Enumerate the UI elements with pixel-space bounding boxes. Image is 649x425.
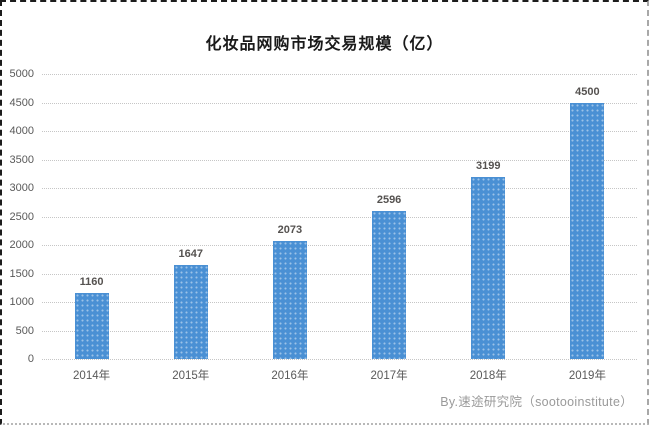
bar-value-label: 1160	[79, 275, 104, 288]
y-tick-label: 1000	[9, 296, 34, 308]
y-tick-label: 4000	[9, 125, 34, 137]
gridline	[42, 216, 637, 218]
gridline	[42, 273, 637, 275]
gridline	[42, 330, 637, 332]
bar-value-label: 2073	[277, 223, 303, 236]
credit-text: By.速途研究院（sootooinstitute）	[440, 395, 633, 409]
x-tick-label: 2017年	[370, 370, 408, 382]
x-tick-label: 2019年	[568, 370, 606, 382]
bar	[570, 102, 605, 359]
y-tick-label: 5000	[9, 68, 34, 80]
bar	[372, 211, 407, 359]
bar	[272, 240, 307, 359]
y-tick-label: 500	[15, 324, 34, 337]
y-tick-label: 1500	[9, 267, 34, 280]
gridline	[42, 188, 637, 189]
y-tick-label: 3000	[9, 182, 34, 194]
x-tick-label: 2016年	[271, 370, 309, 382]
x-tick-label: 2018年	[469, 370, 507, 382]
gridline	[42, 74, 637, 75]
gridline	[42, 131, 637, 132]
gridline	[42, 302, 637, 303]
chart-title: 化妆品网购市场交易规模（亿）	[205, 34, 444, 53]
x-tick-label: 2015年	[172, 370, 210, 382]
gridline	[42, 102, 637, 104]
y-tick-label: 4500	[9, 96, 34, 109]
bar	[471, 176, 506, 359]
gridline	[42, 245, 637, 246]
y-tick-label: 3500	[9, 153, 34, 166]
bar-value-label: 1647	[178, 248, 203, 261]
bar-value-label: 4500	[575, 85, 600, 98]
bar-value-label: 2596	[376, 194, 402, 207]
plot-area: 1160 1647 2073 2596 3199 4500	[42, 74, 637, 360]
gridline	[42, 359, 637, 360]
gridline	[42, 159, 637, 161]
bar-value-label: 3199	[476, 159, 501, 172]
bar	[74, 292, 109, 359]
y-tick-label: 2500	[9, 210, 34, 223]
x-tick-label: 2014年	[73, 370, 111, 382]
y-tick-label: 2000	[9, 239, 34, 251]
bar	[173, 265, 208, 359]
y-tick-label: 0	[27, 353, 34, 365]
